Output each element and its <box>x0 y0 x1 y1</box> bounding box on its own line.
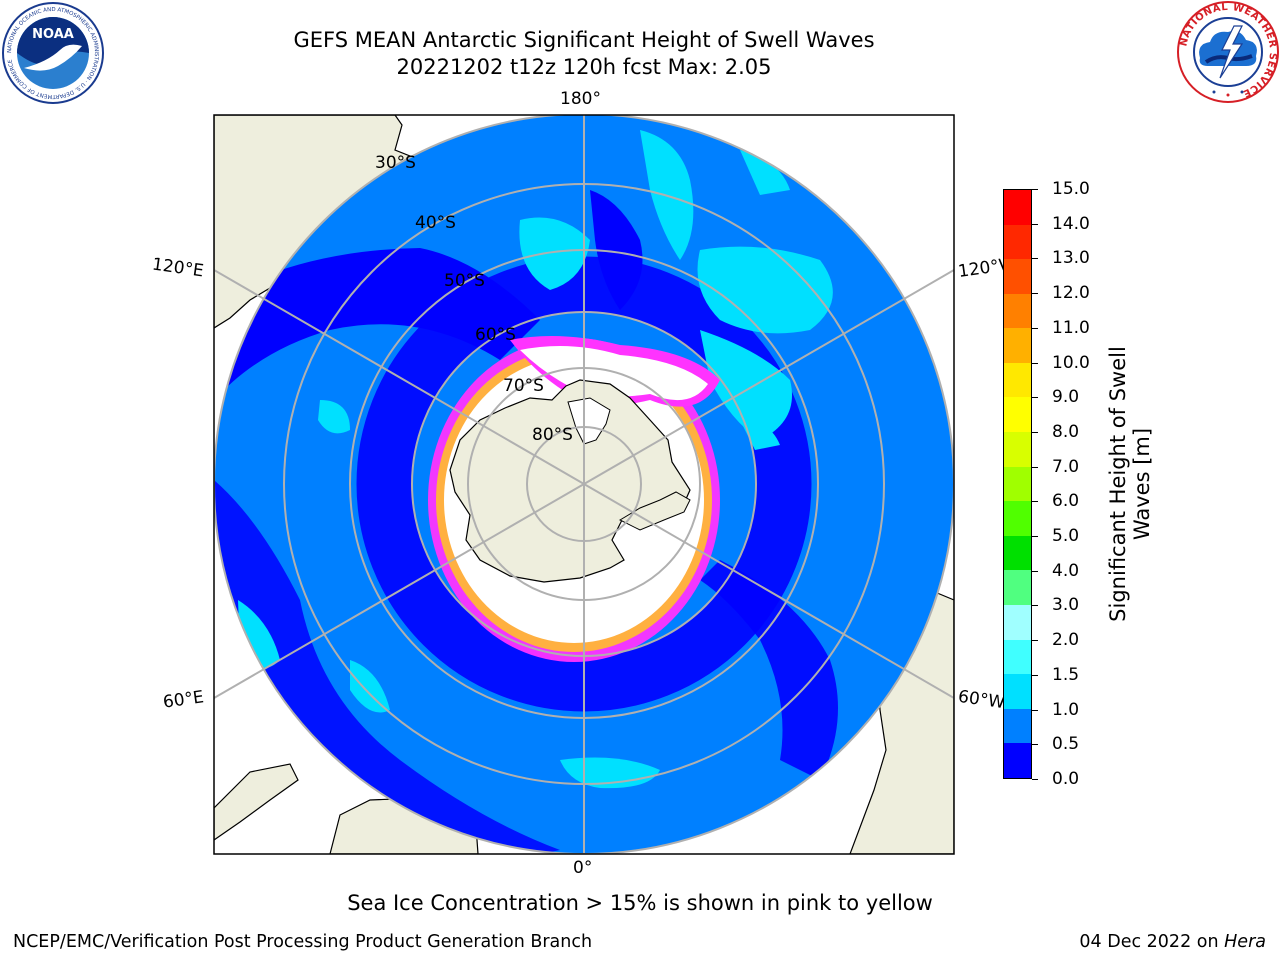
lat-label-60s: 60°S <box>475 325 516 345</box>
colorbar-tick-label: 3.0 <box>1052 595 1080 616</box>
colorbar-segment <box>1004 501 1031 536</box>
colorbar-label: Significant Height of Swell Waves [m] <box>1106 346 1154 622</box>
colorbar-tick-label: 14.0 <box>1052 213 1090 234</box>
lat-label-40s: 40°S <box>415 213 456 233</box>
colorbar-segment <box>1004 259 1031 294</box>
ross-ice-shelf <box>567 397 611 445</box>
colorbar-segment <box>1004 639 1031 675</box>
colorbar-tick-mark <box>1032 779 1038 780</box>
lat-label-70s: 70°S <box>503 376 544 396</box>
colorbar-tick-label: 1.5 <box>1052 664 1080 685</box>
colorbar-segment <box>1004 328 1031 363</box>
colorbar-tick-mark <box>1032 431 1038 433</box>
colorbar-tick-label: 7.0 <box>1052 456 1080 477</box>
antarctica-landmass <box>449 379 691 583</box>
madagascar-landmass <box>214 763 299 841</box>
colorbar-segment <box>1004 432 1031 467</box>
lon-label-180: 180° <box>560 89 601 109</box>
colorbar-segment <box>1004 708 1031 744</box>
footer-credit: NCEP/EMC/Verification Post Processing Pr… <box>13 932 593 952</box>
colorbar-tick-mark <box>1032 189 1038 190</box>
colorbar-tick-mark <box>1032 744 1038 746</box>
colorbar-segment <box>1004 293 1031 329</box>
colorbar <box>1003 189 1032 779</box>
colorbar-tick-label: 0.0 <box>1052 769 1080 789</box>
national-weather-service-logo-icon: NATIONAL WEATHER SERVICE <box>1177 1 1279 103</box>
chart-title: GEFS MEAN Antarctic Significant Height o… <box>293 28 875 52</box>
colorbar-tick-label: 15.0 <box>1052 179 1090 199</box>
colorbar-tick-label: 10.0 <box>1052 352 1090 373</box>
colorbar-segment <box>1004 397 1031 433</box>
lat-label-80s: 80°S <box>532 425 573 445</box>
lon-label-0: 0° <box>573 858 593 878</box>
colorbar-tick-label: 0.5 <box>1052 734 1080 755</box>
colorbar-tick-label: 2.0 <box>1052 630 1080 651</box>
colorbar-tick-label: 13.0 <box>1052 248 1090 269</box>
colorbar-tick-mark <box>1032 674 1038 676</box>
map-frame <box>213 114 955 855</box>
colorbar-segment <box>1004 743 1031 778</box>
colorbar-segment <box>1004 224 1031 260</box>
colorbar-segment <box>1004 570 1031 606</box>
colorbar-tick-mark <box>1032 536 1038 538</box>
antarctic-peninsula <box>618 491 691 531</box>
colorbar-tick-label: 4.0 <box>1052 560 1080 581</box>
colorbar-tick-mark <box>1032 501 1038 503</box>
colorbar-tick-mark <box>1032 362 1038 364</box>
colorbar-tick-label: 6.0 <box>1052 491 1080 512</box>
colorbar-segment <box>1004 674 1031 709</box>
colorbar-tick-mark <box>1032 466 1038 468</box>
svg-text:NOAA: NOAA <box>32 27 74 42</box>
colorbar-segment <box>1004 189 1031 225</box>
colorbar-tick-label: 9.0 <box>1052 387 1080 408</box>
colorbar-tick-label: 8.0 <box>1052 421 1080 442</box>
colorbar-tick-mark <box>1032 640 1038 642</box>
colorbar-segment <box>1004 362 1031 398</box>
lat-label-50s: 50°S <box>444 271 485 291</box>
colorbar-tick-mark <box>1032 327 1038 329</box>
lat-label-30s: 30°S <box>375 153 416 173</box>
colorbar-tick-mark <box>1032 258 1038 260</box>
noaa-logo-icon: NOAA NATIONAL OCEANIC AND ATMOSPHERIC AD… <box>2 2 104 104</box>
colorbar-tick-mark <box>1032 223 1038 225</box>
colorbar-tick-label: 11.0 <box>1052 317 1090 338</box>
colorbar-tick-mark <box>1032 605 1038 607</box>
colorbar-segment <box>1004 466 1031 502</box>
footer-date: 04 Dec 2022 on Hera <box>1079 932 1266 952</box>
colorbar-tick-label: 12.0 <box>1052 283 1090 304</box>
colorbar-tick-mark <box>1032 293 1038 295</box>
colorbar-segment <box>1004 605 1031 640</box>
colorbar-tick-label: 5.0 <box>1052 526 1080 547</box>
colorbar-tick-mark <box>1032 570 1038 572</box>
colorbar-tick-label: 1.0 <box>1052 699 1080 720</box>
colorbar-tick-mark <box>1032 709 1038 711</box>
colorbar-segment <box>1004 535 1031 571</box>
colorbar-tick-mark <box>1032 397 1038 399</box>
sea-ice-note: Sea Ice Concentration > 15% is shown in … <box>347 891 933 915</box>
chart-subtitle: 20221202 t12z 120h fcst Max: 2.05 <box>396 55 772 79</box>
